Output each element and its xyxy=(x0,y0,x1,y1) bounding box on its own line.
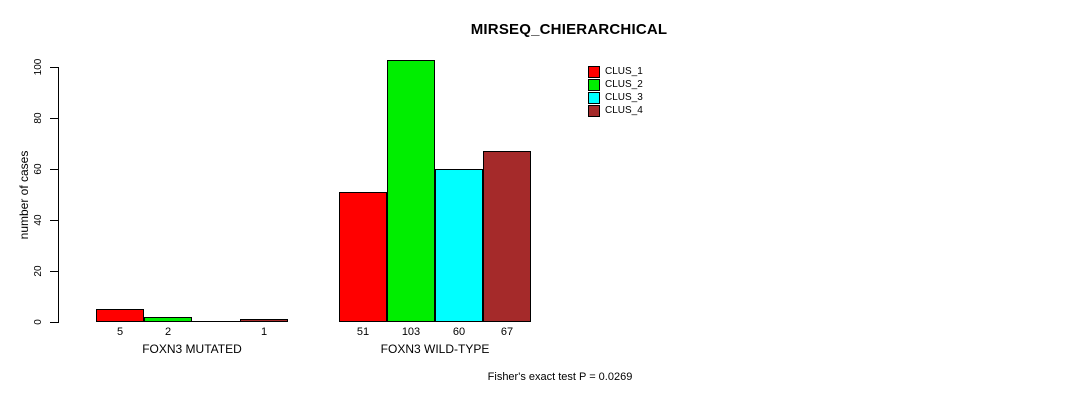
y-tick xyxy=(50,67,58,68)
legend-swatch xyxy=(588,65,600,78)
bar-value-label: 103 xyxy=(401,326,421,338)
bar xyxy=(96,309,144,322)
bar-value-label: 67 xyxy=(500,326,514,338)
bar-zero-line xyxy=(192,321,240,322)
legend-swatch xyxy=(588,91,600,104)
x-group-label: FOXN3 WILD-TYPE xyxy=(380,342,490,356)
y-tick-label: 40 xyxy=(33,214,44,226)
bar xyxy=(483,151,531,322)
legend-label: CLUS_2 xyxy=(605,78,643,90)
bar xyxy=(339,192,387,322)
y-tick xyxy=(50,322,58,323)
x-group-label: FOXN3 MUTATED xyxy=(142,342,242,356)
legend-item: CLUS_1 xyxy=(588,65,643,78)
bar xyxy=(435,169,483,322)
y-tick xyxy=(50,220,58,221)
legend-item: CLUS_4 xyxy=(588,104,643,117)
y-tick xyxy=(50,271,58,272)
y-tick-label: 20 xyxy=(33,265,44,277)
y-axis-label: number of cases xyxy=(17,150,31,240)
y-axis-line xyxy=(58,67,59,323)
y-tick-label: 100 xyxy=(33,58,44,76)
bar-value-label: 2 xyxy=(164,326,172,338)
legend-swatch xyxy=(588,104,600,117)
bar-value-label: 51 xyxy=(356,326,370,338)
legend-item: CLUS_2 xyxy=(588,78,643,91)
footnote-text: Fisher's exact test P = 0.0269 xyxy=(487,371,633,383)
legend-label: CLUS_1 xyxy=(605,65,643,77)
y-tick-label: 0 xyxy=(33,319,44,325)
legend-swatch xyxy=(588,78,600,91)
bar xyxy=(240,319,288,322)
y-tick xyxy=(50,169,58,170)
bar xyxy=(387,60,435,322)
bar-value-label: 5 xyxy=(116,326,124,338)
y-tick xyxy=(50,118,58,119)
legend-label: CLUS_4 xyxy=(605,104,643,116)
legend: CLUS_1 CLUS_2 CLUS_3 CLUS_4 xyxy=(588,65,643,117)
legend-label: CLUS_3 xyxy=(605,91,643,103)
bar xyxy=(144,317,192,322)
bar-value-label: 1 xyxy=(260,326,268,338)
chart-title: MIRSEQ_CHIERARCHICAL xyxy=(470,21,668,38)
y-tick-label: 60 xyxy=(33,163,44,175)
bar-value-label: 60 xyxy=(452,326,466,338)
legend-item: CLUS_3 xyxy=(588,91,643,104)
y-tick-label: 80 xyxy=(33,112,44,124)
